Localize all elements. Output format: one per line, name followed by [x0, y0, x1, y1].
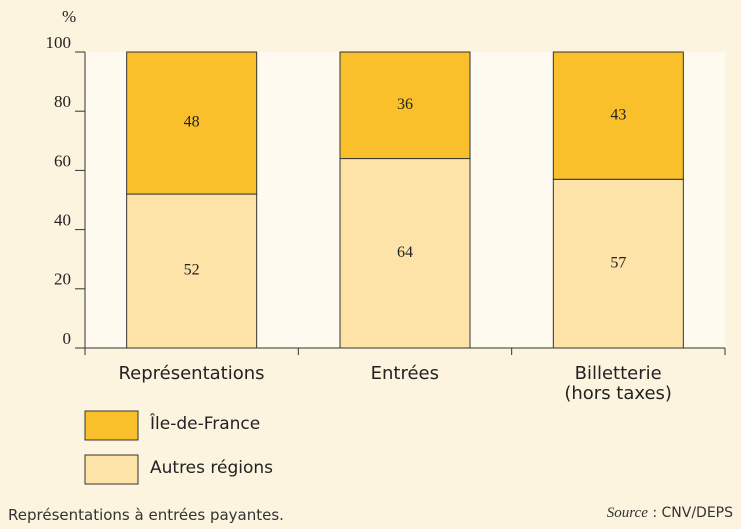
y-tick-label: 80	[54, 92, 71, 111]
x-tick-label: Entrées	[370, 363, 440, 384]
bar-segment	[339, 51, 471, 160]
legend-swatch	[84, 454, 139, 485]
source-label: Source	[606, 505, 648, 521]
bar-segment	[552, 51, 684, 180]
y-axis-label: %	[62, 7, 76, 26]
note: Représentations à entrées payantes.	[8, 506, 284, 524]
bar-segment	[552, 178, 684, 349]
data-label: 64	[397, 244, 413, 261]
data-label: 43	[610, 106, 626, 123]
y-tick-label: 0	[63, 329, 72, 348]
bar-segment	[126, 51, 258, 195]
y-tick-label: 20	[54, 270, 71, 289]
data-label: 36	[397, 96, 413, 113]
y-tick-label: 60	[54, 151, 71, 170]
legend-swatch	[84, 410, 139, 441]
x-tick-label: Billetterie (hors taxes)	[564, 363, 672, 404]
bar-segment	[339, 158, 471, 349]
data-label: 52	[184, 262, 200, 279]
data-label: 48	[184, 114, 200, 131]
legend-label: Île-de-France	[150, 414, 261, 434]
source: Source : CNV/DEPS	[607, 505, 733, 522]
y-tick-label: 40	[54, 211, 71, 230]
data-label: 57	[610, 254, 626, 271]
legend-label: Autres régions	[150, 458, 274, 478]
y-tick-label: 100	[46, 33, 72, 52]
x-tick-label: Représentations	[118, 363, 265, 384]
bar-segment	[126, 193, 258, 349]
source-text: : CNV/DEPS	[647, 505, 733, 521]
